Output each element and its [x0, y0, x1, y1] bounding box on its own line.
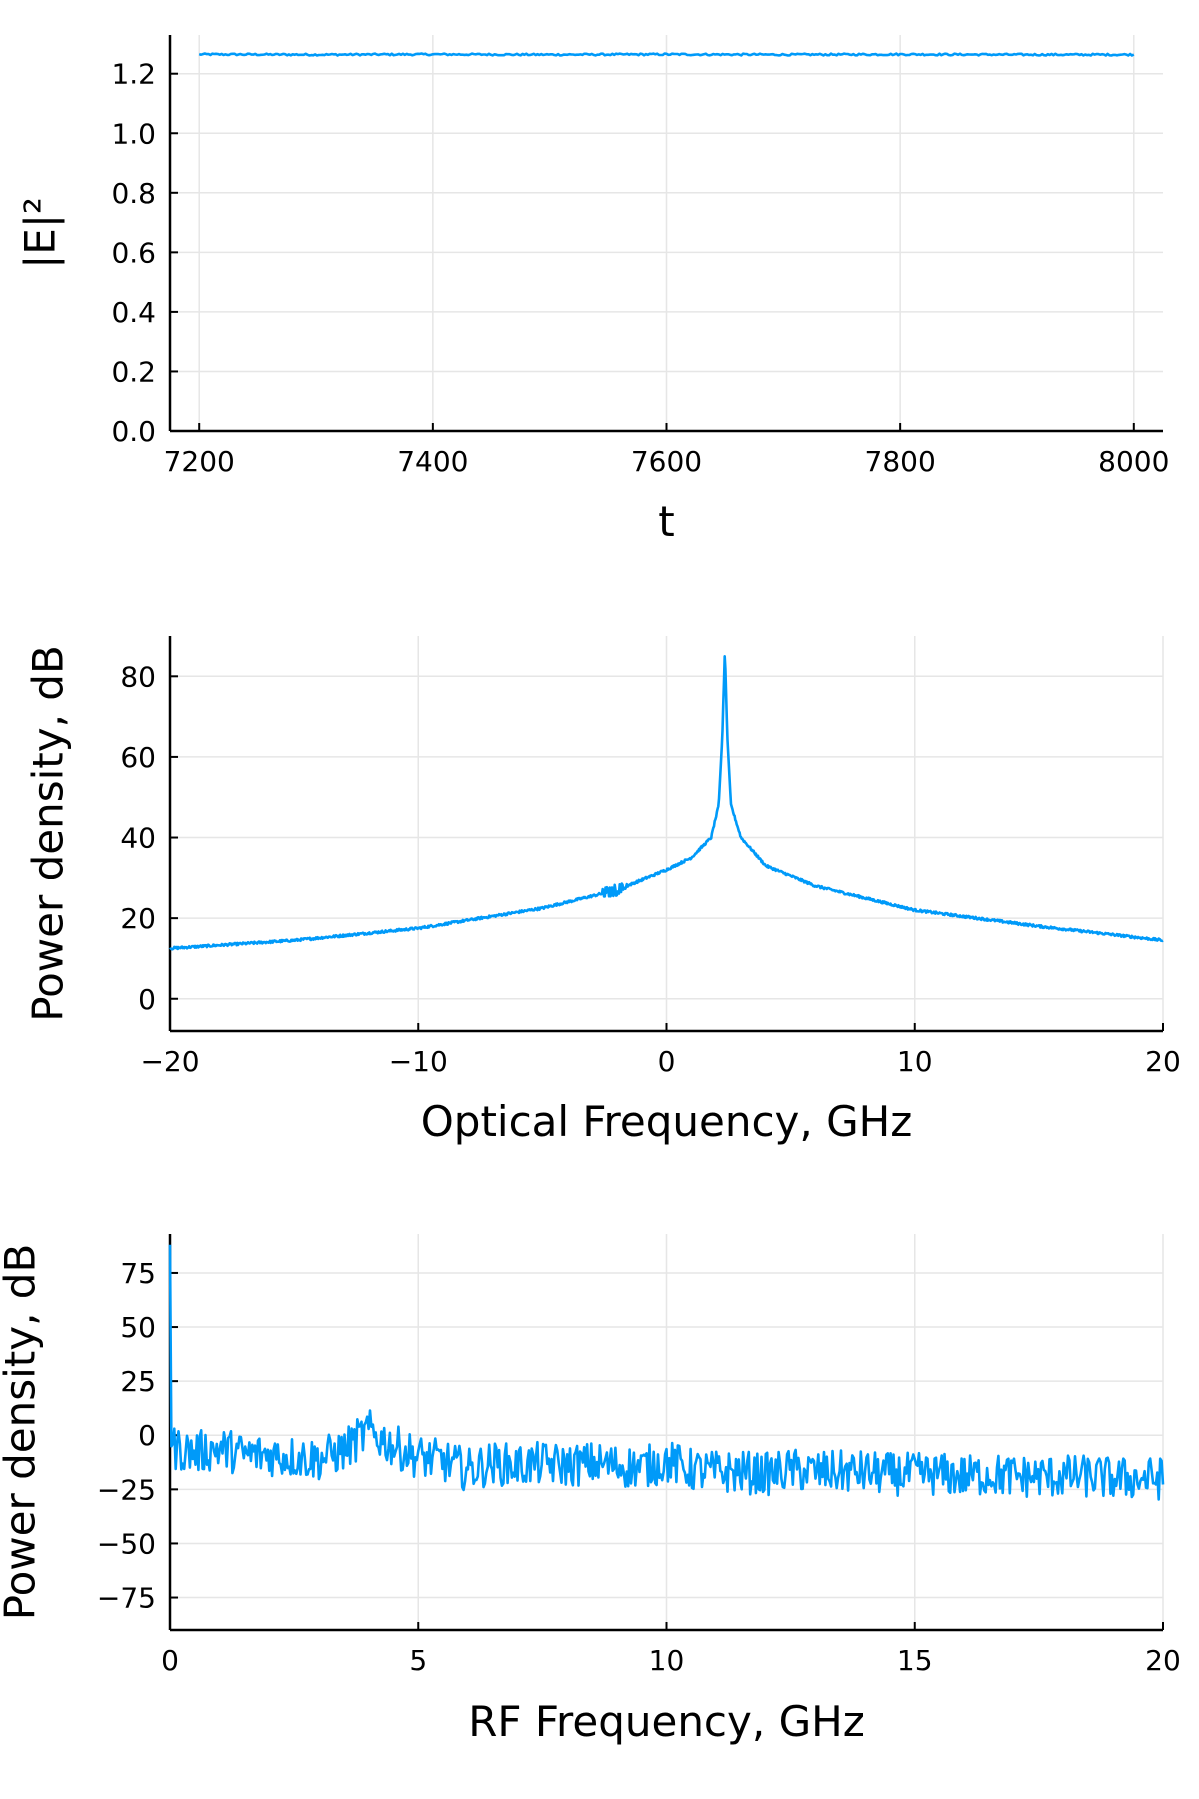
x-tick-label: 20 [1145, 1644, 1181, 1677]
x-axis-title: t [658, 497, 674, 546]
x-tick-label: 10 [649, 1644, 685, 1677]
x-tick-label: 20 [1145, 1045, 1181, 1078]
x-tick-label: 0 [161, 1644, 179, 1677]
series-line [169, 655, 1164, 951]
x-tick-label: −10 [389, 1045, 448, 1078]
y-tick-label: 20 [120, 902, 156, 935]
x-axis-title: Optical Frequency, GHz [421, 1097, 913, 1146]
x-axis-title: RF Frequency, GHz [468, 1697, 865, 1746]
y-tick-label: 50 [120, 1311, 156, 1344]
x-tick-label: 7200 [164, 445, 235, 478]
y-tick-label: 80 [120, 660, 156, 693]
y-tick-label: 60 [120, 741, 156, 774]
y-tick-label: 0.6 [111, 236, 156, 269]
x-tick-label: 15 [897, 1644, 933, 1677]
y-axis-title: |E|² [16, 197, 65, 269]
y-tick-label: 75 [120, 1257, 156, 1290]
y-tick-label: 0 [138, 983, 156, 1016]
x-tick-label: 8000 [1098, 445, 1169, 478]
chart-panel-1: 7200 7400 7600 7800 8000 0.0 0.2 0.4 0.6 0.8 1.0 1.… [16, 35, 1169, 546]
x-tick-label: 7600 [631, 445, 702, 478]
chart-panel-2: −20 −10 0 10 20 0 20 40 60 80 Optical Frequency, G… [24, 636, 1181, 1146]
y-tick-label: −25 [97, 1473, 156, 1506]
x-tick-label: 7400 [397, 445, 468, 478]
y-tick-label: 0.4 [111, 296, 156, 329]
x-tick-label: 10 [897, 1045, 933, 1078]
y-tick-label: 0.0 [111, 415, 156, 448]
x-tick-label: −20 [140, 1045, 199, 1078]
y-tick-label: 0.2 [111, 355, 156, 388]
x-tick-label: 5 [409, 1644, 427, 1677]
y-tick-label: 40 [120, 822, 156, 855]
y-axis-title: Power density, dB [0, 1244, 45, 1621]
y-tick-label: −50 [97, 1527, 156, 1560]
y-tick-label: 1.2 [111, 58, 156, 91]
y-tick-label: 0.8 [111, 177, 156, 210]
x-tick-label: 7800 [865, 445, 936, 478]
x-tick-label: 0 [658, 1045, 676, 1078]
y-axis-title: Power density, dB [24, 645, 73, 1022]
y-tick-label: 0 [138, 1419, 156, 1452]
chart-panel-3: 0 5 10 15 20 −75 −50 −25 0 25 50 75 RF Frequency, GH… [0, 1234, 1181, 1746]
y-tick-label: −75 [97, 1582, 156, 1615]
y-tick-label: 1.0 [111, 117, 156, 150]
series-line [198, 52, 1135, 57]
y-tick-label: 25 [120, 1365, 156, 1398]
series-line [168, 1244, 1165, 1501]
